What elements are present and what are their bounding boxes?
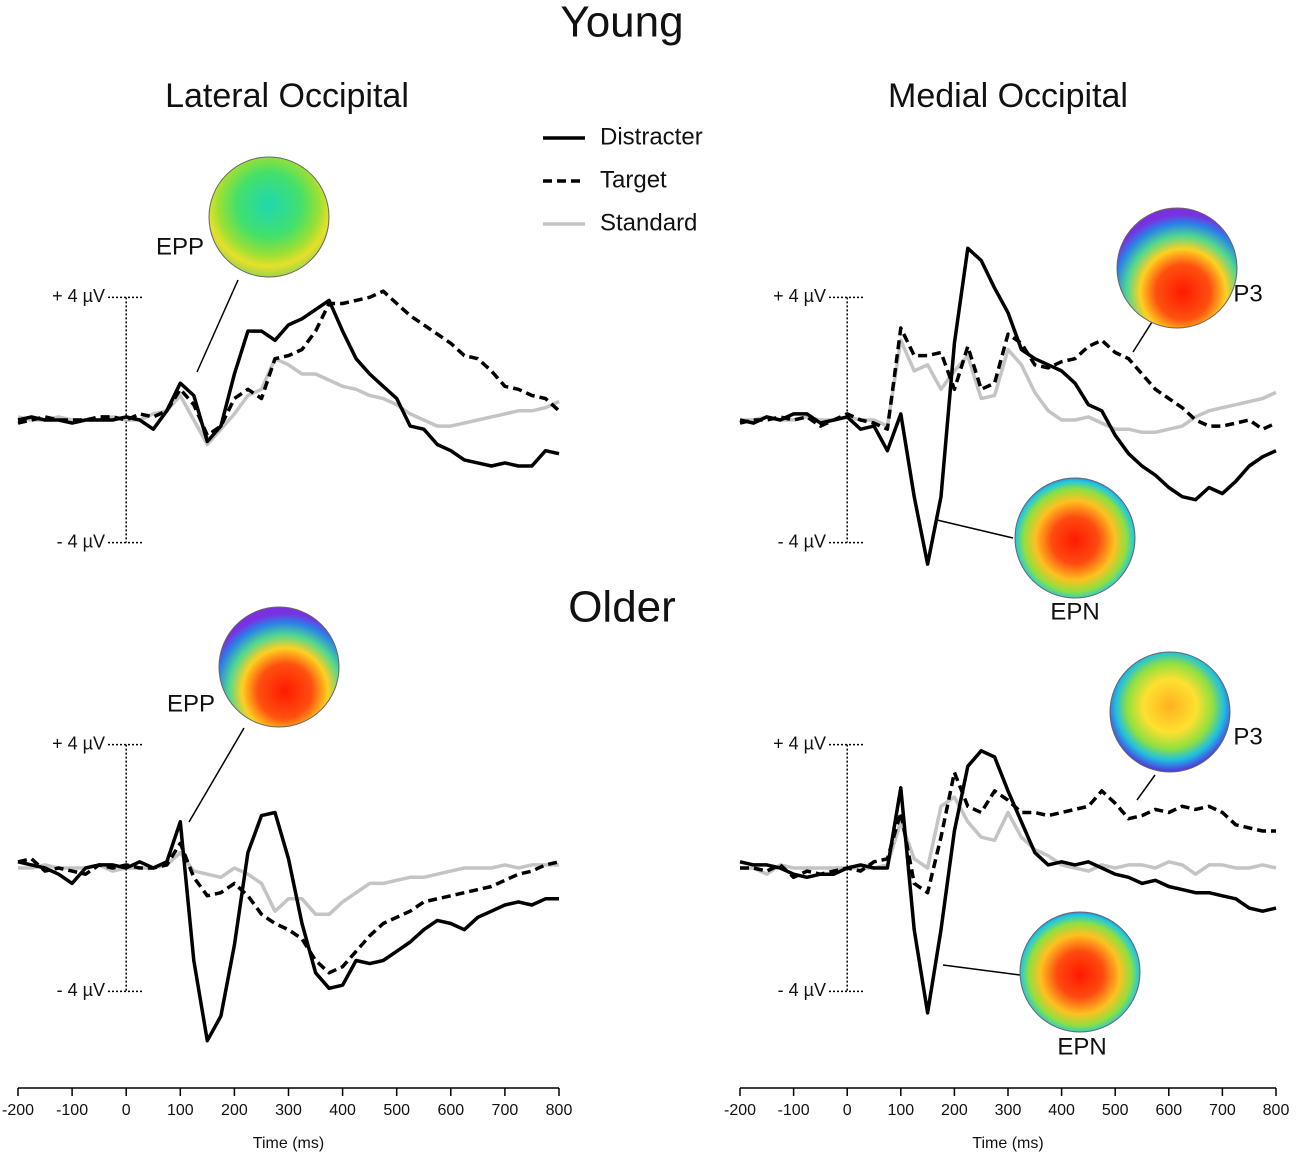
y-tick-label: + 4 µV bbox=[52, 286, 105, 306]
topomap bbox=[218, 606, 340, 728]
annotation-label: EPN bbox=[1057, 1033, 1106, 1060]
annotation-label: EPP bbox=[156, 233, 204, 260]
x-tick-label: 800 bbox=[546, 1102, 573, 1119]
series-line bbox=[17, 298, 560, 468]
y-tick-label: + 4 µV bbox=[52, 733, 105, 753]
panel-title: Medial Occipital bbox=[888, 77, 1128, 115]
annotation-leader bbox=[1136, 774, 1156, 801]
topomap bbox=[1109, 651, 1231, 773]
x-tick-label: 0 bbox=[122, 1102, 131, 1119]
x-tick-label: 500 bbox=[1102, 1102, 1129, 1119]
series-line bbox=[739, 326, 1277, 431]
x-tick-label: -100 bbox=[778, 1102, 810, 1119]
y-tick-label: - 4 µV bbox=[57, 980, 105, 1000]
x-tick-label: 700 bbox=[1209, 1102, 1236, 1119]
y-tick-label: - 4 µV bbox=[778, 531, 826, 551]
x-tick-label: 600 bbox=[1155, 1102, 1182, 1119]
group-heading: Older bbox=[568, 583, 676, 632]
y-tick-label: - 4 µV bbox=[57, 531, 105, 551]
x-tick-label: 200 bbox=[221, 1102, 248, 1119]
topomap bbox=[208, 156, 330, 278]
annotation-label: EPN bbox=[1050, 598, 1099, 625]
annotation-leader bbox=[942, 964, 1021, 976]
series-line bbox=[740, 338, 1277, 435]
series-line bbox=[739, 246, 1277, 566]
series-line bbox=[17, 810, 559, 1043]
annotation-leader bbox=[1132, 321, 1153, 353]
x-tick-label: 200 bbox=[941, 1102, 968, 1119]
x-tick-label: -200 bbox=[2, 1102, 34, 1119]
x-axis-label: Time (ms) bbox=[972, 1135, 1043, 1152]
annotation-leader bbox=[188, 727, 245, 823]
legend-label: Distracter bbox=[600, 123, 703, 150]
x-tick-label: 800 bbox=[1263, 1102, 1290, 1119]
x-tick-label: 100 bbox=[887, 1102, 914, 1119]
legend-label: Target bbox=[600, 166, 667, 193]
y-tick-label: + 4 µV bbox=[773, 733, 826, 753]
y-tick-label: + 4 µV bbox=[773, 286, 826, 306]
x-tick-label: -200 bbox=[724, 1102, 756, 1119]
x-tick-label: 600 bbox=[437, 1102, 464, 1119]
x-tick-label: 0 bbox=[843, 1102, 852, 1119]
x-tick-label: 500 bbox=[383, 1102, 410, 1119]
x-tick-label: 300 bbox=[275, 1102, 302, 1119]
group-heading: Young bbox=[560, 0, 683, 47]
annotation-label: P3 bbox=[1233, 280, 1262, 307]
annotation-label: EPP bbox=[167, 690, 215, 717]
x-tick-label: -100 bbox=[56, 1102, 88, 1119]
series-line bbox=[740, 795, 1277, 876]
panel-title: Lateral Occipital bbox=[165, 77, 409, 115]
topomap bbox=[1019, 911, 1141, 1033]
series-line bbox=[17, 289, 561, 438]
x-tick-label: 400 bbox=[1048, 1102, 1075, 1119]
y-tick-label: - 4 µV bbox=[778, 980, 826, 1000]
series-line bbox=[18, 850, 559, 917]
legend-label: Standard bbox=[600, 209, 697, 236]
x-tick-label: 700 bbox=[492, 1102, 519, 1119]
annotation-leader bbox=[196, 279, 239, 373]
series-line bbox=[740, 770, 1276, 895]
topomap bbox=[1014, 477, 1136, 599]
annotation-leader bbox=[936, 519, 1014, 539]
x-axis-label: Time (ms) bbox=[253, 1135, 324, 1152]
x-tick-label: 300 bbox=[995, 1102, 1022, 1119]
topomap bbox=[1116, 207, 1238, 329]
x-tick-label: 100 bbox=[167, 1102, 194, 1119]
series-line bbox=[739, 749, 1277, 1015]
annotation-label: P3 bbox=[1233, 723, 1262, 750]
series-line bbox=[17, 356, 560, 447]
series-line bbox=[17, 841, 560, 975]
x-tick-label: 400 bbox=[329, 1102, 356, 1119]
